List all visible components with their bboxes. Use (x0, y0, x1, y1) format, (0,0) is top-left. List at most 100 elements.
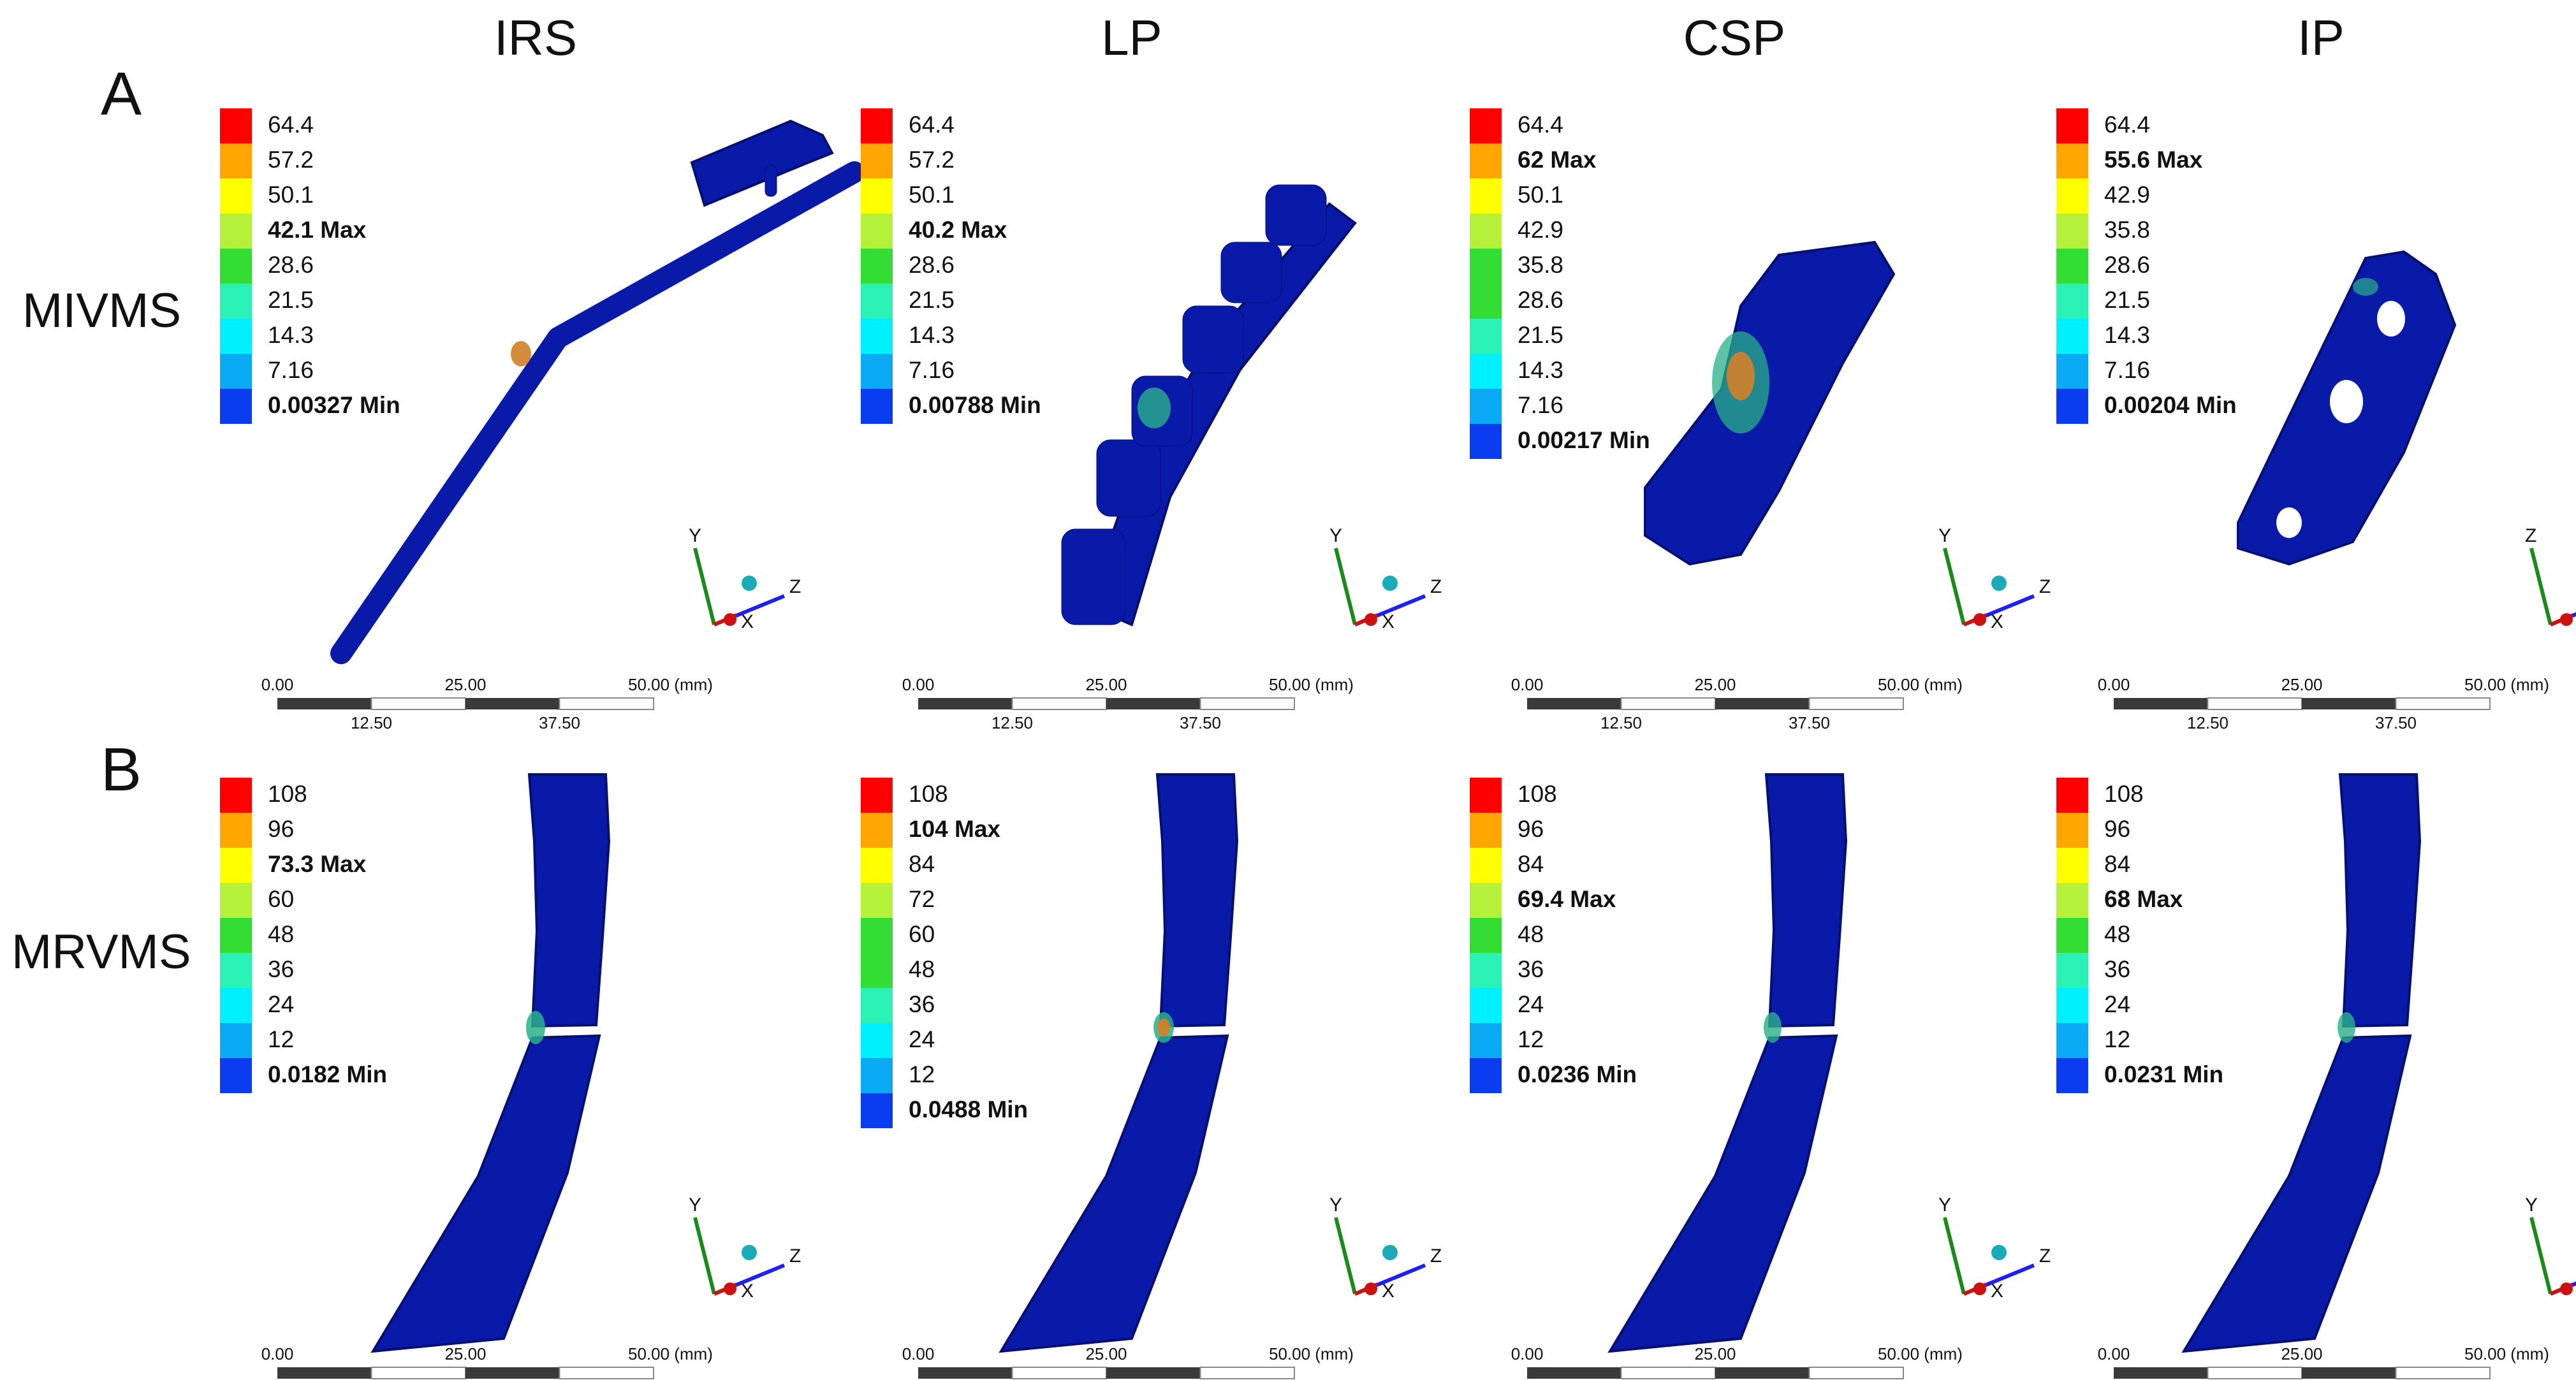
panel-b-lp-canvas: 108 104 Max 84 72 60 48 36 24 12 0.0488 Min Y Z X 0.0… (861, 773, 1442, 1379)
legend-swatch (1470, 143, 1502, 178)
scale-label: 37.50 (539, 713, 580, 732)
legend-label: 96 (2104, 816, 2130, 842)
scale-segment (465, 1367, 560, 1379)
legend-label: 14.3 (1518, 357, 1563, 383)
legend-label: 7.16 (268, 357, 314, 383)
scale-label: 50.00 (mm) (1269, 1344, 1354, 1363)
legend-swatch (1470, 883, 1502, 918)
scale-label: 12.50 (351, 713, 392, 732)
panel-a-csp-canvas: 64.4 62 Max 50.1 42.9 35.8 28.6 21.5 14.3 7.16 0.… (1470, 108, 2051, 732)
legend-swatch (861, 953, 893, 988)
scale-segment (2114, 698, 2208, 709)
legend-label: 84 (1518, 851, 1544, 877)
b-csp-legend: 108 96 84 69.4 Max 48 36 24 12 0.0236 Min (1470, 778, 1637, 1093)
scale-label: 50.00 (mm) (2464, 1344, 2549, 1363)
legend-label: 42.9 (1518, 217, 1563, 243)
axis-line-1 (1334, 1217, 1357, 1295)
legend-swatch (861, 988, 893, 1023)
model-irs-wire (330, 119, 865, 664)
scale-segment (1527, 698, 1621, 709)
model-lp-section (999, 773, 1239, 1353)
scale-segment (559, 697, 654, 710)
legend-label: 7.16 (1518, 392, 1563, 418)
scale-label: 0.00 (2098, 675, 2130, 694)
axis-ball-icon (742, 1245, 757, 1260)
scale-segment (2302, 698, 2396, 709)
legend-label: 69.4 Max (1518, 886, 1616, 912)
legend-swatch (861, 214, 893, 249)
legend-label: 24 (2104, 991, 2130, 1017)
panel-b-irs: 108 96 73.3 Max 60 48 36 24 12 0.0182 Min Y Z X 0.00… (210, 765, 823, 1379)
legend-swatch (220, 918, 252, 953)
axis-label-2: Z (1430, 1246, 1442, 1267)
legend-label: 36 (909, 991, 935, 1017)
legend-swatch (2056, 178, 2088, 214)
axis-label-1: Y (1329, 525, 1342, 546)
column-title-lp: LP (1101, 10, 1162, 66)
row-letter-b: B (101, 736, 142, 804)
legend-label: 48 (2104, 921, 2130, 947)
legend-swatch (220, 354, 252, 389)
legend-label: 40.2 Max (909, 217, 1007, 243)
axis-line-1 (1334, 548, 1357, 625)
legend-swatch (1470, 424, 1502, 459)
legend-swatch (861, 918, 893, 953)
legend-swatch (1470, 319, 1502, 354)
scale-segment (1715, 1367, 1810, 1379)
scale-segment (559, 1367, 654, 1379)
scale-segment (2395, 1367, 2491, 1379)
legend-label: 0.0488 Min (909, 1096, 1028, 1122)
panel-b-irs-canvas: 108 96 73.3 Max 60 48 36 24 12 0.0182 Min Y Z X 0.00… (220, 773, 801, 1379)
legend-label: 28.6 (1518, 287, 1563, 313)
axis-origin-icon (724, 613, 736, 626)
legend-label: 28.6 (909, 252, 955, 278)
legend-swatch (220, 988, 252, 1023)
panel-b-lp: 108 104 Max 84 72 60 48 36 24 12 0.0488 Min Y Z X 0.0… (851, 765, 1463, 1379)
legend-label: 12 (1518, 1026, 1544, 1052)
legend-label: 0.00327 Min (268, 392, 400, 418)
legend-swatch (1470, 178, 1502, 214)
scale-label: 25.00 (444, 1344, 486, 1363)
model-ip-section (2181, 773, 2422, 1353)
scale-segment (918, 1367, 1013, 1379)
legend-label: 42.1 Max (268, 217, 367, 243)
row-title-mrvms: MRVMS (11, 925, 191, 979)
panel-a-irs-canvas: 64.4 57.2 50.1 42.1 Max 28.6 21.5 14.3 7.16 0.00… (220, 108, 865, 732)
row-letter-a: A (101, 60, 142, 128)
legend-label: 50.1 (909, 182, 955, 208)
a-ip-scale-bar: 0.00 25.00 50.00 (mm) 12.50 37.50 (2098, 675, 2549, 732)
scale-segment (2395, 697, 2491, 710)
axis-label-1: Y (689, 525, 701, 546)
legend-label: 84 (909, 851, 935, 877)
legend-swatch (2056, 319, 2088, 354)
legend-label: 64.4 (909, 112, 955, 138)
scale-segment (370, 1367, 466, 1379)
legend-label: 64.4 (2104, 112, 2150, 138)
legend-swatch (861, 883, 893, 918)
axis-label-3: X (1382, 611, 1394, 632)
axis-label-3: X (741, 611, 754, 632)
axis-line-1 (693, 548, 716, 625)
legend-label: 60 (909, 921, 935, 947)
axis-label-2: Z (789, 576, 801, 597)
legend-swatch (1470, 918, 1502, 953)
scale-label: 50.00 (mm) (628, 1344, 713, 1363)
legend-swatch (861, 354, 893, 389)
scale-segment (1808, 697, 1904, 710)
scale-segment (1106, 1367, 1201, 1379)
scale-segment (2302, 1367, 2396, 1379)
legend-label: 36 (1518, 956, 1544, 982)
panel-b-csp-canvas: 108 96 84 69.4 Max 48 36 24 12 0.0236 Min Y Z X 0.00… (1470, 773, 2051, 1379)
legend-swatch (1470, 354, 1502, 389)
legend-swatch (1470, 778, 1502, 813)
panel-a-lp-canvas: 64.4 57.2 50.1 40.2 Max 28.6 21.5 14.3 7.16 0.00… (861, 108, 1442, 732)
panel-a-ip-canvas: 64.4 55.6 Max 42.9 35.8 28.6 21.5 14.3 7.16 0.00… (2056, 108, 2576, 732)
legend-label: 48 (268, 921, 294, 947)
legend-label: 0.00788 Min (909, 392, 1041, 418)
scale-label: 25.00 (1085, 675, 1127, 694)
scale-segment (370, 697, 466, 710)
panel-a-ip: 64.4 55.6 Max 42.9 35.8 28.6 21.5 14.3 7.16 0.00… (2047, 96, 2576, 732)
